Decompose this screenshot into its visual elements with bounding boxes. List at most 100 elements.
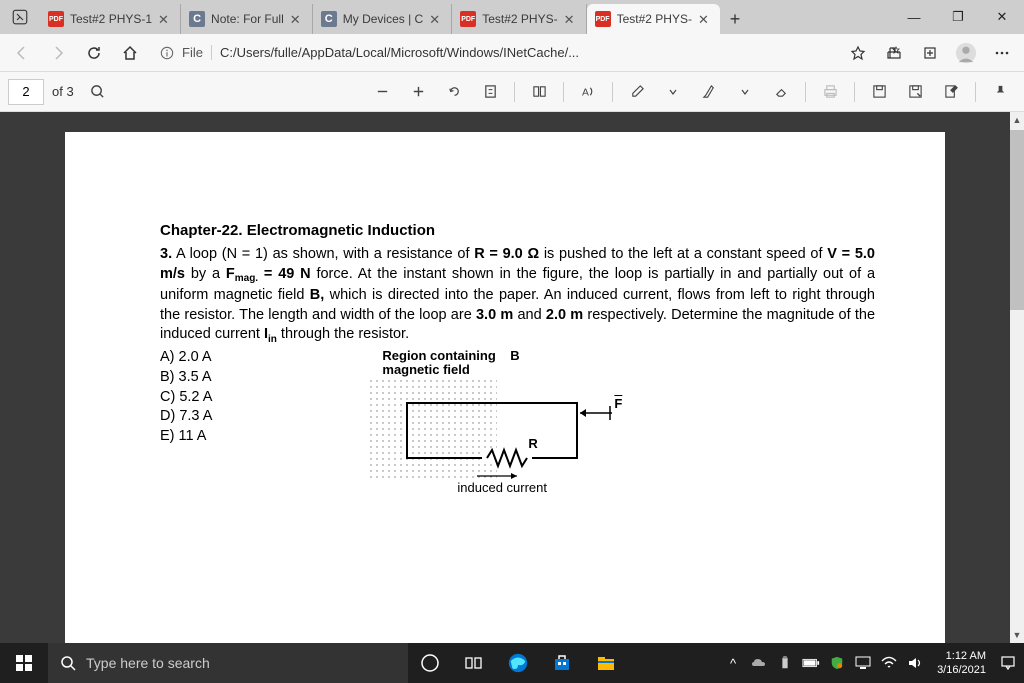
choice-b: B) 3.5 A <box>160 368 212 388</box>
url-scheme: File <box>182 45 212 60</box>
collections-button[interactable] <box>914 37 946 69</box>
time-text: 1:12 AM <box>937 649 986 663</box>
taskbar-clock[interactable]: 1:12 AM 3/16/2021 <box>929 649 994 678</box>
pdf-icon: PDF <box>48 11 64 27</box>
fit-page-button[interactable] <box>474 76 506 108</box>
tab-4-active[interactable]: PDF Test#2 PHYS- ✕ <box>587 4 720 34</box>
favorite-button[interactable] <box>842 37 874 69</box>
search-pdf-button[interactable] <box>82 76 114 108</box>
highlight-chevron[interactable] <box>729 76 761 108</box>
choice-e: E) 11 A <box>160 427 212 447</box>
draw-button[interactable] <box>621 76 653 108</box>
scroll-thumb[interactable] <box>1010 130 1024 310</box>
wifi-icon[interactable] <box>877 643 901 683</box>
scroll-down-icon[interactable]: ▼ <box>1010 627 1024 643</box>
vertical-scrollbar[interactable]: ▲ ▼ <box>1010 112 1024 643</box>
tab-strip: PDF Test#2 PHYS-1 ✕ C Note: For Full ✕ C… <box>40 0 892 34</box>
new-tab-button[interactable]: + <box>720 4 750 34</box>
search-placeholder: Type here to search <box>86 655 210 671</box>
document-content: Chapter-22. Electromagnetic Induction 3.… <box>160 222 875 508</box>
cortana-icon[interactable] <box>408 643 452 683</box>
edge-app-icon <box>6 3 34 31</box>
page-count-label: of 3 <box>52 84 74 99</box>
pdf-viewport[interactable]: Chapter-22. Electromagnetic Induction 3.… <box>0 112 1010 643</box>
display-icon[interactable] <box>851 643 875 683</box>
tab-title: Test#2 PHYS- <box>482 12 557 26</box>
rotate-button[interactable] <box>438 76 470 108</box>
refresh-button[interactable] <box>78 37 110 69</box>
chapter-title: Chapter-22. Electromagnetic Induction <box>160 222 875 239</box>
edit-pdf-button[interactable] <box>935 76 967 108</box>
volume-icon[interactable] <box>903 643 927 683</box>
notifications-icon[interactable] <box>996 643 1020 683</box>
taskbar: Type here to search ^ 1:12 AM 3/16/2021 <box>0 643 1024 683</box>
save-as-button[interactable] <box>899 76 931 108</box>
taskbar-apps <box>408 643 628 683</box>
tab-1[interactable]: C Note: For Full ✕ <box>181 4 313 34</box>
tab-0[interactable]: PDF Test#2 PHYS-1 ✕ <box>40 4 181 34</box>
draw-chevron[interactable] <box>657 76 689 108</box>
problem-text: 3. A loop (N = 1) as shown, with a resis… <box>160 245 875 346</box>
search-icon <box>60 655 76 671</box>
minimize-button[interactable]: — <box>892 0 936 34</box>
usb-icon[interactable] <box>773 643 797 683</box>
close-icon[interactable]: ✕ <box>158 12 172 26</box>
onedrive-icon[interactable] <box>747 643 771 683</box>
home-button[interactable] <box>114 37 146 69</box>
close-icon[interactable]: ✕ <box>698 12 712 26</box>
scroll-up-icon[interactable]: ▲ <box>1010 112 1024 128</box>
favorites-bar-button[interactable] <box>878 37 910 69</box>
profile-button[interactable] <box>950 37 982 69</box>
close-icon[interactable]: ✕ <box>564 12 578 26</box>
print-button[interactable] <box>814 76 846 108</box>
forward-button[interactable] <box>42 37 74 69</box>
url-field[interactable]: File C:/Users/fulle/AppData/Local/Micros… <box>150 38 838 68</box>
explorer-taskbar-icon[interactable] <box>584 643 628 683</box>
task-view-icon[interactable] <box>452 643 496 683</box>
tray-chevron-icon[interactable]: ^ <box>721 643 745 683</box>
pdf-toolbar: of 3 A <box>0 72 1024 112</box>
choice-a: A) 2.0 A <box>160 348 212 368</box>
date-text: 3/16/2021 <box>937 663 986 677</box>
system-tray: ^ 1:12 AM 3/16/2021 <box>721 643 1024 683</box>
pin-toolbar-button[interactable] <box>984 76 1016 108</box>
close-icon[interactable]: ✕ <box>429 12 443 26</box>
pdf-page: Chapter-22. Electromagnetic Induction 3.… <box>65 132 945 643</box>
titlebar: PDF Test#2 PHYS-1 ✕ C Note: For Full ✕ C… <box>0 0 1024 34</box>
tab-title: Test#2 PHYS-1 <box>70 12 152 26</box>
taskbar-search[interactable]: Type here to search <box>48 643 408 683</box>
choice-d: D) 7.3 A <box>160 407 212 427</box>
pdf-icon: PDF <box>595 11 611 27</box>
tab-title: My Devices | C <box>343 12 423 26</box>
store-taskbar-icon[interactable] <box>540 643 584 683</box>
menu-button[interactable] <box>986 37 1018 69</box>
url-path: C:/Users/fulle/AppData/Local/Microsoft/W… <box>220 45 579 60</box>
window-controls: — ❐ ✕ <box>892 0 1024 34</box>
save-button[interactable] <box>863 76 895 108</box>
start-button[interactable] <box>0 643 48 683</box>
tab-3[interactable]: PDF Test#2 PHYS- ✕ <box>452 4 586 34</box>
read-aloud-button[interactable]: A <box>572 76 604 108</box>
back-button[interactable] <box>6 37 38 69</box>
highlight-button[interactable] <box>693 76 725 108</box>
security-icon[interactable] <box>825 643 849 683</box>
choice-c: C) 5.2 A <box>160 388 212 408</box>
close-icon[interactable]: ✕ <box>290 12 304 26</box>
close-window-button[interactable]: ✕ <box>980 0 1024 34</box>
edge-taskbar-icon[interactable] <box>496 643 540 683</box>
tab-title: Note: For Full <box>211 12 284 26</box>
zoom-out-button[interactable] <box>366 76 398 108</box>
address-bar: File C:/Users/fulle/AppData/Local/Micros… <box>0 34 1024 72</box>
page-view-button[interactable] <box>523 76 555 108</box>
battery-icon[interactable] <box>799 643 823 683</box>
tab-2[interactable]: C My Devices | C ✕ <box>313 4 452 34</box>
maximize-button[interactable]: ❐ <box>936 0 980 34</box>
site-icon: C <box>189 11 205 27</box>
info-icon <box>160 46 174 60</box>
pdf-icon: PDF <box>460 11 476 27</box>
answer-choices: A) 2.0 A B) 3.5 A C) 5.2 A D) 7.3 A E) 1… <box>160 348 212 508</box>
svg-text:A: A <box>581 87 588 98</box>
page-number-input[interactable] <box>8 79 44 105</box>
erase-button[interactable] <box>765 76 797 108</box>
zoom-in-button[interactable] <box>402 76 434 108</box>
